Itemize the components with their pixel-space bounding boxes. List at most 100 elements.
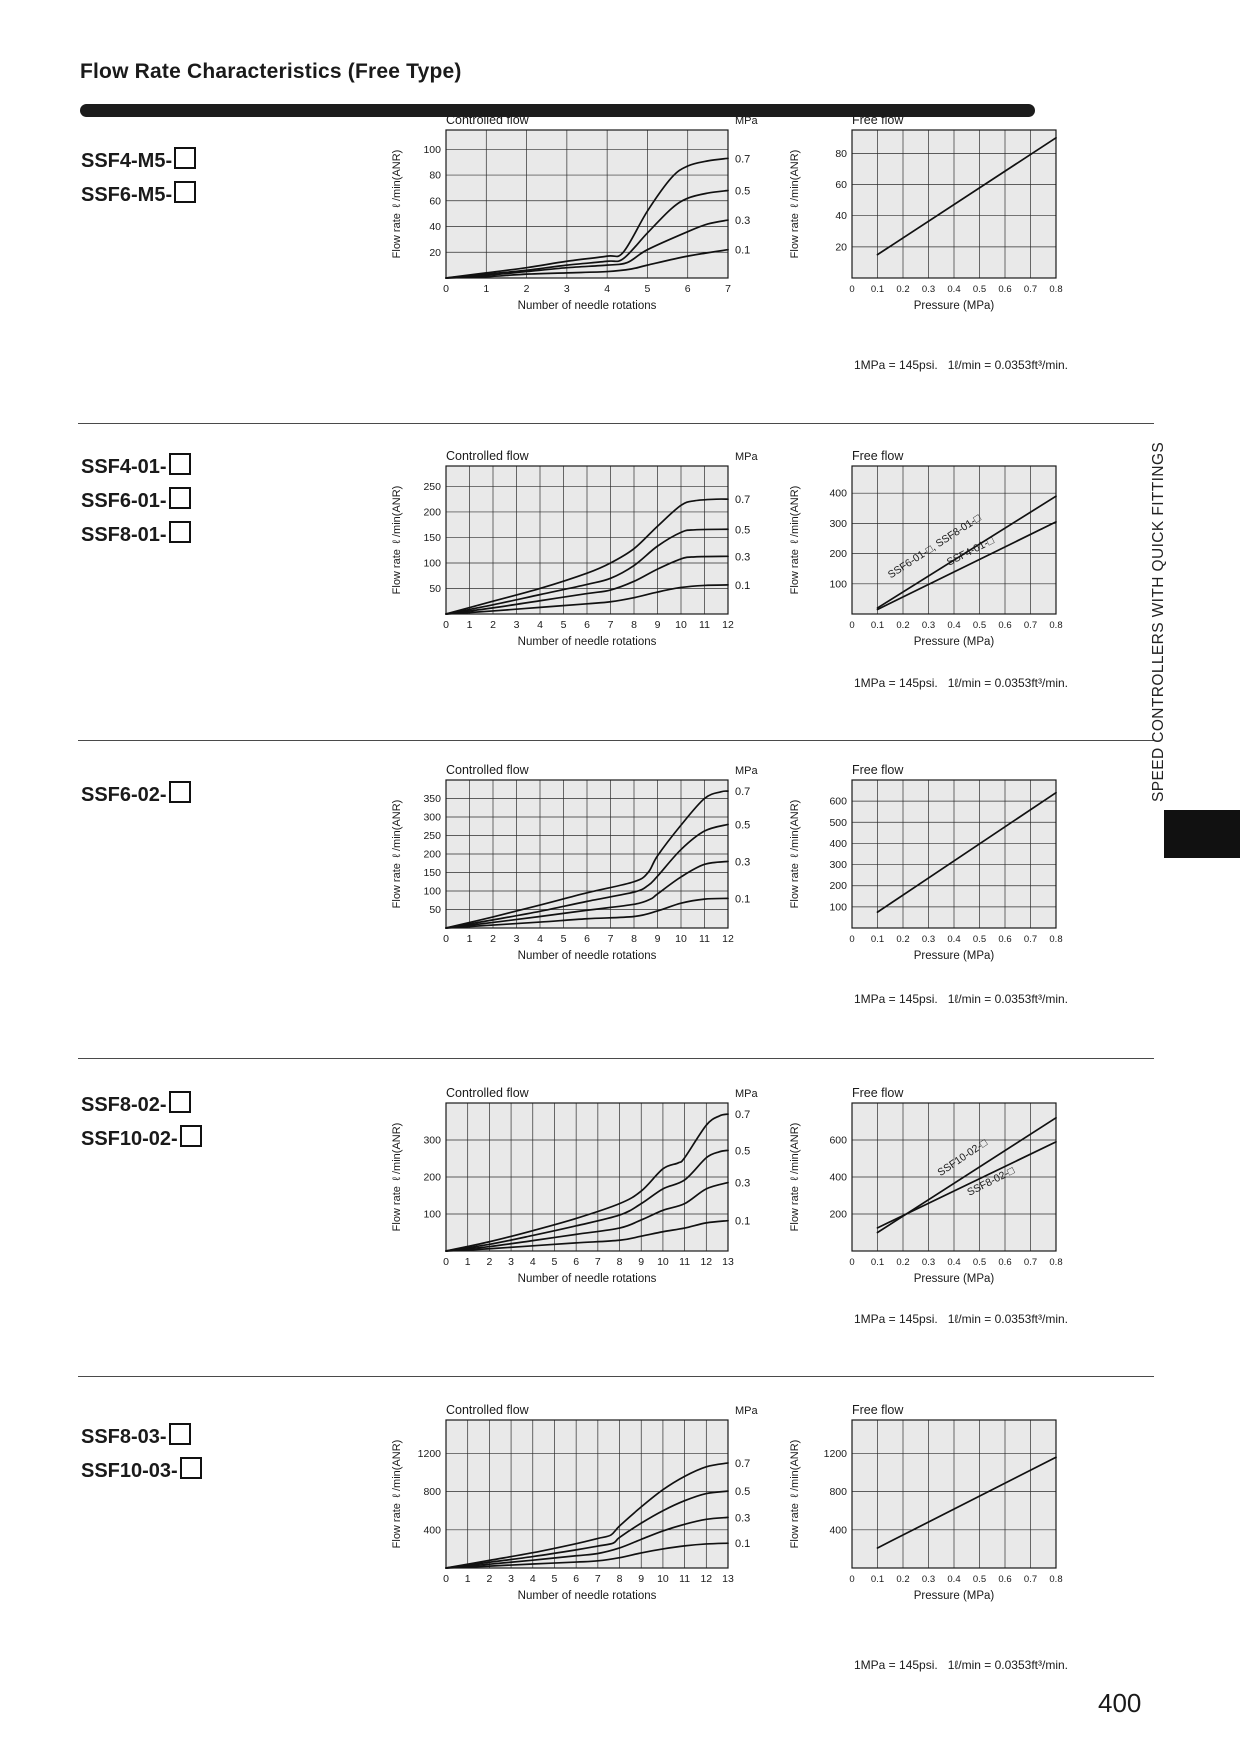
free-flow-chart: 0 0.1 0.2 0.3 0.4 0.5 0.6 0.7 0.8 400 800 1200 Free …	[786, 1402, 1090, 1615]
svg-text:Flow rate ℓ /min(ANR): Flow rate ℓ /min(ANR)	[789, 800, 801, 909]
model-label: SSF6-01-	[81, 484, 191, 518]
svg-text:0: 0	[849, 1257, 854, 1268]
svg-text:11: 11	[699, 933, 710, 945]
title-underline-bar	[80, 104, 1035, 117]
svg-text:0.1: 0.1	[871, 934, 884, 945]
svg-text:0: 0	[849, 284, 854, 295]
svg-text:200: 200	[423, 1172, 441, 1184]
svg-text:300: 300	[423, 812, 441, 824]
svg-text:7: 7	[608, 619, 614, 631]
svg-text:250: 250	[423, 830, 441, 842]
svg-text:0.7: 0.7	[735, 494, 750, 506]
svg-text:10: 10	[657, 1573, 669, 1585]
controlled-flow-chart: 0 1 2 3 4 5 6 7 8 9 10 11 12 13 400 800 1200 Controlled f…	[388, 1402, 760, 1615]
svg-text:Flow rate ℓ /min(ANR): Flow rate ℓ /min(ANR)	[789, 1440, 801, 1549]
svg-text:5: 5	[561, 619, 567, 631]
svg-text:8: 8	[617, 1573, 623, 1585]
unit-conversion-note: 1MPa = 145psi. 1ℓ/min = 0.0353ft³/min.	[854, 676, 1068, 690]
controlled-flow-chart: 0 1 2 3 4 5 6 7 20 40 60 80 100 Controlled flow MPa Num…	[388, 112, 760, 325]
svg-text:0.5: 0.5	[735, 819, 750, 831]
svg-text:6: 6	[584, 619, 590, 631]
svg-text:0.7: 0.7	[1024, 284, 1037, 295]
svg-text:80: 80	[835, 148, 847, 160]
svg-text:7: 7	[595, 1256, 601, 1268]
svg-text:0.2: 0.2	[896, 1574, 909, 1585]
svg-text:11: 11	[679, 1573, 690, 1585]
svg-text:Controlled flow: Controlled flow	[446, 449, 530, 463]
model-label: SSF6-02-	[81, 778, 191, 812]
svg-text:300: 300	[829, 518, 847, 530]
row-separator	[78, 1058, 1154, 1059]
svg-text:Pressure (MPa): Pressure (MPa)	[914, 300, 995, 312]
svg-text:Free flow: Free flow	[852, 763, 904, 777]
svg-text:300: 300	[829, 859, 847, 871]
svg-text:Controlled flow: Controlled flow	[446, 763, 530, 777]
unit-conversion-note: 1MPa = 145psi. 1ℓ/min = 0.0353ft³/min.	[854, 1658, 1068, 1672]
svg-text:Flow rate ℓ /min(ANR): Flow rate ℓ /min(ANR)	[391, 1440, 403, 1549]
option-box	[174, 147, 197, 169]
svg-text:Pressure (MPa): Pressure (MPa)	[914, 1273, 995, 1285]
model-list: SSF8-02- SSF10-02-	[81, 1088, 202, 1156]
svg-text:1200: 1200	[418, 1448, 442, 1460]
row-separator	[78, 1376, 1154, 1377]
option-box	[168, 1091, 191, 1113]
svg-text:200: 200	[829, 880, 847, 892]
svg-text:Free flow: Free flow	[852, 449, 904, 463]
svg-text:4: 4	[604, 283, 610, 295]
svg-text:Number of needle rotations: Number of needle rotations	[518, 1273, 657, 1285]
svg-text:0.6: 0.6	[998, 284, 1011, 295]
svg-text:13: 13	[722, 1256, 734, 1268]
svg-text:0.5: 0.5	[973, 620, 986, 631]
svg-text:3: 3	[508, 1256, 514, 1268]
svg-text:Pressure (MPa): Pressure (MPa)	[914, 950, 995, 962]
svg-text:20: 20	[429, 247, 441, 259]
svg-text:MPa: MPa	[735, 765, 759, 777]
unit-conversion-note: 1MPa = 145psi. 1ℓ/min = 0.0353ft³/min.	[854, 992, 1068, 1006]
svg-text:0.7: 0.7	[735, 786, 750, 798]
model-label: SSF8-02-	[81, 1088, 202, 1122]
svg-text:Flow rate ℓ /min(ANR): Flow rate ℓ /min(ANR)	[391, 1123, 403, 1232]
svg-text:0.4: 0.4	[947, 284, 960, 295]
free-flow-chart: 0 0.1 0.2 0.3 0.4 0.5 0.6 0.7 0.8 100 200 300 400 Fre…	[786, 448, 1090, 661]
svg-text:0: 0	[849, 620, 854, 631]
svg-text:100: 100	[423, 1209, 441, 1221]
svg-text:0.8: 0.8	[1049, 1574, 1062, 1585]
svg-text:11: 11	[679, 1256, 690, 1268]
unit-conversion-note: 1MPa = 145psi. 1ℓ/min = 0.0353ft³/min.	[854, 358, 1068, 372]
svg-text:Free flow: Free flow	[852, 113, 904, 127]
svg-text:0.1: 0.1	[735, 893, 750, 905]
svg-text:0.5: 0.5	[735, 185, 750, 197]
svg-text:0: 0	[849, 934, 854, 945]
svg-text:Flow rate ℓ /min(ANR): Flow rate ℓ /min(ANR)	[789, 1123, 801, 1232]
svg-text:60: 60	[835, 179, 847, 191]
svg-text:0.7: 0.7	[735, 153, 750, 165]
svg-text:10: 10	[675, 933, 687, 945]
svg-text:0.1: 0.1	[735, 1538, 750, 1550]
row-separator	[78, 740, 1154, 741]
svg-text:Flow rate ℓ /min(ANR): Flow rate ℓ /min(ANR)	[789, 486, 801, 595]
svg-text:7: 7	[725, 283, 731, 295]
svg-text:0.5: 0.5	[973, 934, 986, 945]
model-list: SSF6-02-	[81, 778, 191, 812]
svg-text:Free flow: Free flow	[852, 1086, 904, 1100]
svg-text:0.1: 0.1	[735, 245, 750, 257]
svg-text:40: 40	[835, 210, 847, 222]
svg-text:400: 400	[423, 1524, 441, 1536]
svg-text:0.3: 0.3	[735, 856, 750, 868]
page-title: Flow Rate Characteristics (Free Type)	[80, 60, 462, 83]
svg-text:0.1: 0.1	[871, 284, 884, 295]
controlled-flow-chart: 0 1 2 3 4 5 6 7 8 9 10 11 12 13 100 200 300 Controlled fl…	[388, 1085, 760, 1298]
svg-text:1: 1	[465, 1573, 471, 1585]
svg-text:0.6: 0.6	[998, 1574, 1011, 1585]
svg-text:800: 800	[829, 1486, 847, 1498]
svg-text:0.7: 0.7	[735, 1109, 750, 1121]
svg-text:3: 3	[564, 283, 570, 295]
svg-text:6: 6	[573, 1573, 579, 1585]
svg-text:0.3: 0.3	[735, 551, 750, 563]
svg-text:Flow rate ℓ /min(ANR): Flow rate ℓ /min(ANR)	[789, 150, 801, 259]
svg-text:4: 4	[530, 1573, 536, 1585]
svg-text:0.3: 0.3	[735, 215, 750, 227]
svg-text:0.8: 0.8	[1049, 934, 1062, 945]
svg-text:5: 5	[552, 1573, 558, 1585]
svg-text:1: 1	[465, 1256, 471, 1268]
